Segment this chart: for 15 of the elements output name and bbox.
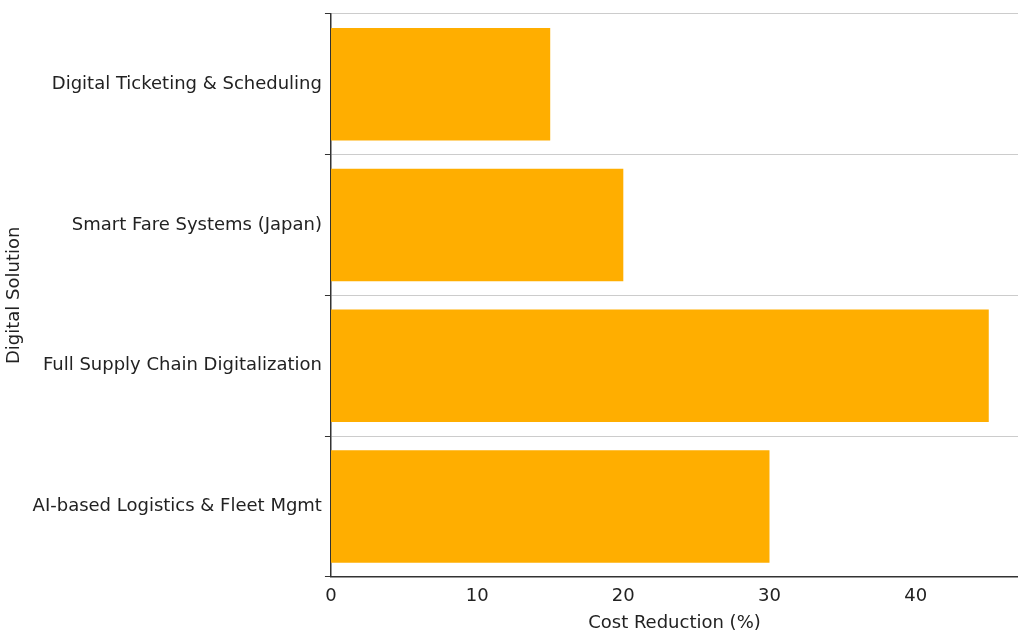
y-tick-label: Digital Ticketing & Scheduling	[51, 71, 322, 93]
x-tick-label: 0	[325, 584, 337, 606]
bar	[330, 27, 551, 141]
bar	[330, 450, 770, 563]
x-axis-title: Cost Reduction (%)	[588, 610, 761, 632]
y-tick-label: Smart Fare Systems (Japan)	[71, 212, 322, 234]
y-tick-label: Full Supply Chain Digitalization	[42, 353, 322, 375]
x-tick-label: 20	[611, 584, 635, 606]
x-tick-label: 30	[758, 584, 781, 606]
x-tick-label: 10	[465, 584, 489, 606]
bar	[330, 309, 989, 422]
x-tick-label: 40	[904, 584, 928, 606]
bar	[330, 168, 624, 282]
y-axis-title: Digital Solution	[2, 226, 24, 365]
y-tick-label: AI-based Logistics & Fleet Mgmt	[32, 494, 322, 516]
